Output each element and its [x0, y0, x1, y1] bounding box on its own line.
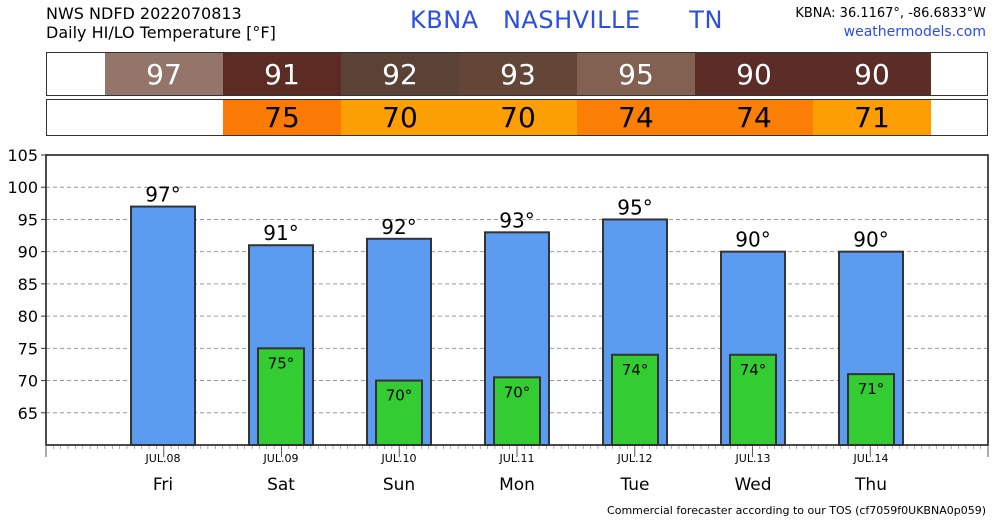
high-bar-label: 93° — [499, 208, 534, 232]
y-tick-label: 75 — [18, 339, 38, 358]
plot-frame — [45, 154, 989, 446]
low-temp-cell: 71 — [813, 100, 931, 135]
high-temp-strip: 97 91 92 93 95 90 90 — [46, 52, 988, 96]
low-bar-label: 74° — [622, 361, 649, 379]
model-run-label: NWS NDFD 2022070813 — [46, 4, 242, 23]
high-temp-cell: 97 — [105, 53, 223, 95]
high-bar-label: 97° — [145, 183, 180, 207]
site-link[interactable]: weathermodels.com — [843, 24, 986, 40]
low-bar — [375, 379, 423, 446]
y-tick-label: 70 — [18, 372, 38, 391]
high-temp-cell: 91 — [223, 53, 341, 95]
low-temp-cell: 74 — [695, 100, 813, 135]
high-temp-cell: 90 — [813, 53, 931, 95]
high-temp-cell: 92 — [341, 53, 459, 95]
temperature-chart: 65 70 75 80 85 90 95 100 105 97° JUL.08 Fri 91° 75° JU… — [7, 146, 989, 495]
low-temp-cell: 70 — [459, 100, 577, 135]
high-temp-cell: 90 — [695, 53, 813, 95]
date-label: JUL.10 — [381, 452, 417, 465]
day-label: Tue — [619, 475, 649, 495]
header-right: KBNA: 36.1167°, -86.6833°W weathermodels… — [795, 4, 986, 42]
y-tick-label: 85 — [18, 275, 38, 294]
low-bar — [493, 376, 541, 446]
low-temp-strip: 75 70 70 74 74 71 — [46, 99, 988, 136]
date-label: JUL.08 — [145, 452, 181, 465]
low-bar-label: 70° — [386, 387, 413, 405]
day-label: Thu — [854, 475, 887, 495]
low-bar-label: 74° — [740, 361, 767, 379]
y-tick-label: 80 — [18, 307, 38, 326]
product-label: Daily HI/LO Temperature [°F] — [46, 23, 276, 42]
high-bar-label: 90° — [735, 228, 770, 252]
date-label: JUL.13 — [735, 452, 771, 465]
low-temp-cell: 75 — [223, 100, 341, 135]
day-label: Fri — [153, 475, 173, 495]
day-label: Mon — [499, 475, 535, 495]
footer-note: Commercial forecaster according to our T… — [607, 504, 986, 517]
low-bar-label: 70° — [504, 383, 531, 401]
high-bar-label: 92° — [381, 215, 416, 239]
low-temp-cell: 70 — [341, 100, 459, 135]
high-bar-label: 91° — [263, 221, 298, 245]
station-coords: KBNA: 36.1167°, -86.6833°W — [795, 6, 986, 21]
low-bar-label: 75° — [268, 354, 295, 372]
high-bar-label: 95° — [617, 195, 652, 219]
low-bar — [611, 353, 659, 446]
low-bar-label: 71° — [858, 380, 885, 398]
y-tick-label: 100 — [7, 178, 38, 197]
y-tick-label: 105 — [7, 146, 38, 165]
day-label: Wed — [734, 475, 771, 495]
date-label: JUL.12 — [617, 452, 653, 465]
y-tick-label: 65 — [18, 404, 38, 423]
high-bar-label: 90° — [853, 228, 888, 252]
day-label: Sun — [383, 475, 415, 495]
day-label: Sat — [267, 475, 295, 495]
high-temp-cell: 93 — [459, 53, 577, 95]
date-label: JUL.11 — [499, 452, 535, 465]
y-tick-label: 95 — [18, 210, 38, 229]
high-temp-cell: 95 — [577, 53, 695, 95]
high-bar — [130, 205, 196, 446]
low-bar — [847, 373, 895, 446]
low-temp-cell: 74 — [577, 100, 695, 135]
date-label: JUL.14 — [853, 452, 889, 465]
station-title: KBNA NASHVILLE TN — [410, 6, 723, 34]
date-label: JUL.09 — [263, 452, 299, 465]
header-info: NWS NDFD 2022070813 Daily HI/LO Temperat… — [46, 4, 276, 42]
y-tick-label: 90 — [18, 243, 38, 262]
